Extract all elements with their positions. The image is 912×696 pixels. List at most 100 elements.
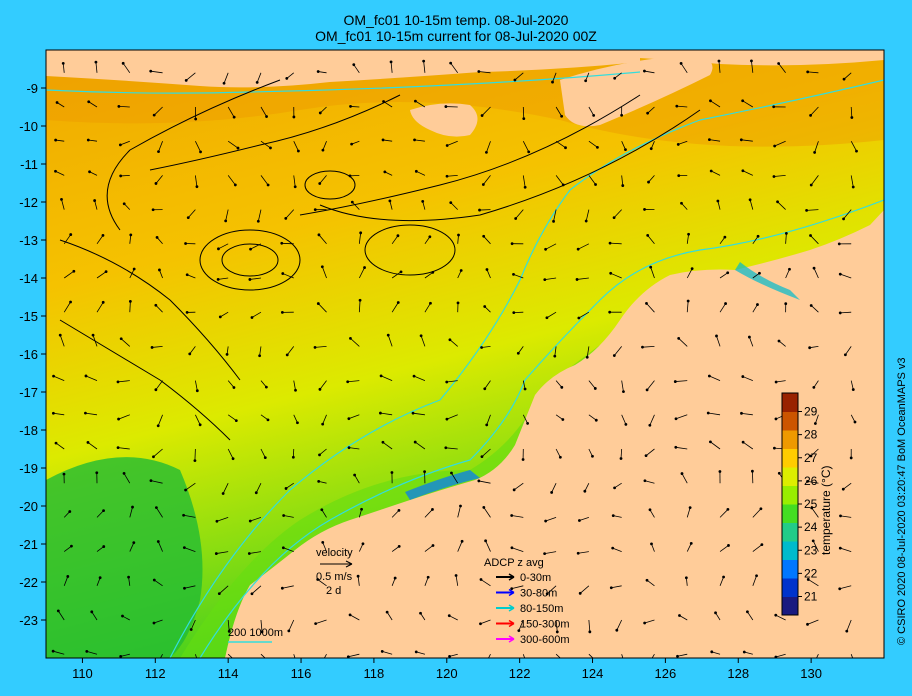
current-vector-head (722, 576, 725, 579)
current-vector-head (251, 316, 254, 319)
current-vector-head (256, 81, 259, 84)
current-vector-head (477, 70, 480, 73)
current-vector-head (87, 100, 90, 103)
current-vector-head (624, 148, 627, 151)
current-vector-head (760, 507, 763, 510)
current-vector-head (265, 115, 268, 118)
current-vector-head (54, 170, 57, 173)
y-tick-label: -17 (19, 385, 38, 400)
current-vector-head (235, 419, 238, 422)
current-vector-head (129, 233, 132, 236)
current-vector-head (292, 116, 295, 119)
current-vector-head (595, 419, 598, 422)
current-vector-head (687, 233, 690, 236)
current-vector-head (838, 242, 841, 245)
current-vector-head (484, 539, 487, 542)
current-vector-head (676, 655, 679, 658)
current-vector-head (317, 70, 320, 73)
current-vector-head (52, 412, 55, 415)
current-vector-head (296, 421, 299, 424)
current-vector-head (610, 586, 613, 589)
current-vector-head (808, 346, 811, 349)
current-vector-head (812, 539, 815, 542)
current-vector-head (624, 664, 627, 667)
current-vector-head (133, 268, 136, 271)
current-vector-head (591, 455, 594, 458)
current-vector-head (620, 114, 623, 117)
current-vector-head (318, 182, 321, 185)
colorbar-segment (782, 541, 798, 560)
colorbar-segment (782, 523, 798, 542)
current-vector-head (650, 543, 653, 546)
current-vector-head (70, 545, 73, 548)
current-vector-head (349, 105, 352, 108)
current-vector-head (155, 182, 158, 185)
current-vector-head (122, 62, 125, 65)
current-vector-head (102, 545, 105, 548)
current-vector-head (282, 514, 285, 517)
current-vector-head (485, 661, 488, 664)
current-vector-head (248, 278, 251, 281)
current-vector-head (852, 186, 855, 189)
current-vector-head (773, 145, 776, 148)
current-vector-head (267, 418, 270, 421)
current-vector-head (292, 456, 295, 459)
current-vector-head (85, 375, 88, 378)
current-vector-head (196, 389, 199, 392)
current-vector-head (117, 446, 120, 449)
current-vector-head (445, 381, 448, 384)
current-vector-head (105, 270, 108, 273)
current-vector-head (643, 70, 646, 73)
current-vector-head (756, 303, 759, 306)
current-vector-head (398, 509, 401, 512)
current-vector-head (576, 278, 579, 281)
colorbar-segment (782, 560, 798, 579)
current-vector-head (57, 609, 60, 612)
current-vector-head (641, 346, 644, 349)
current-vector-head (120, 337, 123, 340)
current-vector-head (551, 81, 554, 84)
current-vector-head (379, 412, 382, 415)
current-vector-head (444, 446, 447, 449)
colorbar-segment (782, 578, 798, 597)
current-vector-head (482, 183, 485, 186)
current-vector-head (691, 267, 694, 270)
current-vector-head (282, 546, 285, 549)
current-vector-head (773, 447, 776, 450)
current-vector-head (778, 340, 781, 343)
current-vector-head (773, 175, 776, 178)
current-vector-head (88, 170, 91, 173)
current-vector-head (650, 147, 653, 150)
current-vector-head (382, 100, 385, 103)
current-vector-head (428, 235, 431, 238)
current-vector-head (223, 82, 226, 85)
current-vector-head (750, 59, 753, 62)
current-vector-head (546, 316, 549, 319)
current-vector-head (778, 472, 781, 475)
current-vector-head (102, 301, 105, 304)
current-vector-head (216, 520, 219, 523)
current-vector-head (321, 423, 324, 426)
current-vector-head (87, 441, 90, 444)
current-vector-head (188, 352, 191, 355)
current-vector-head (511, 546, 514, 549)
current-vector (130, 301, 131, 312)
current-vector-head (563, 661, 566, 664)
current-vector-head (314, 622, 317, 625)
current-vector-head (483, 387, 486, 390)
current-vector-head (513, 488, 516, 491)
current-vector-head (788, 268, 791, 271)
current-vector-head (398, 545, 401, 548)
current-vector-head (613, 77, 616, 80)
current-vector-head (183, 587, 186, 590)
current-vector-head (194, 118, 197, 121)
y-tick-label: -9 (26, 81, 38, 96)
current-vector-head (102, 234, 105, 237)
current-vector-head (157, 540, 160, 543)
current-vector-head (481, 455, 484, 458)
current-vector-head (843, 78, 846, 81)
current-vector-head (512, 273, 515, 276)
current-vector-head (235, 660, 238, 663)
colorbar-tick-label: 22 (804, 566, 818, 580)
current-vector-head (317, 480, 320, 483)
